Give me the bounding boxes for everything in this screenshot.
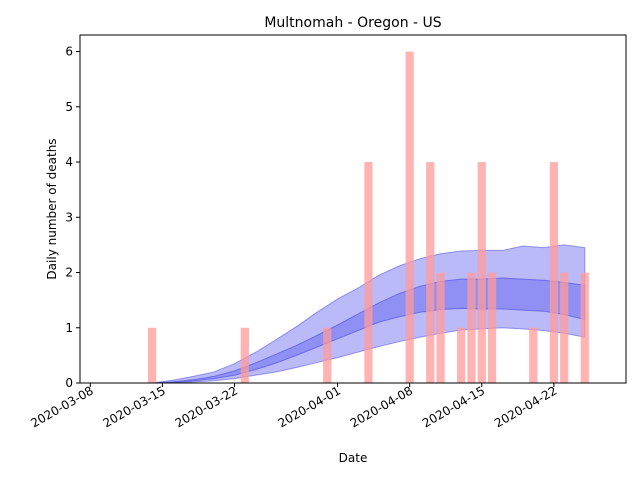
y-axis-ticks: 0 1 2 3 4 5 6 bbox=[65, 45, 80, 390]
x-tick-label: 2020-04-22 bbox=[492, 383, 559, 430]
death-bar bbox=[467, 272, 476, 383]
death-bar bbox=[426, 162, 435, 383]
y-tick-label: 4 bbox=[65, 155, 73, 169]
y-tick-label: 6 bbox=[65, 45, 73, 59]
death-bar bbox=[457, 327, 466, 383]
x-tick-label: 2020-03-22 bbox=[173, 383, 240, 430]
x-axis-label: Date bbox=[339, 451, 368, 465]
death-bar bbox=[323, 327, 332, 383]
death-bar bbox=[529, 327, 538, 383]
death-bar bbox=[147, 327, 157, 383]
death-bar bbox=[436, 272, 445, 383]
plot-frame bbox=[79, 34, 627, 384]
x-axis-ticks: 2020-03-08 2020-03-15 2020-03-22 2020-04-01… bbox=[28, 383, 559, 430]
y-tick-label: 3 bbox=[65, 210, 73, 224]
x-tick-label: 2020-03-15 bbox=[101, 383, 168, 430]
daily-deaths-bars bbox=[147, 51, 589, 383]
x-tick-label: 2020-04-15 bbox=[420, 383, 487, 430]
death-bar bbox=[405, 51, 414, 383]
death-bar bbox=[549, 162, 559, 383]
y-tick-label: 1 bbox=[65, 321, 73, 335]
y-axis-label: Daily number of deaths bbox=[45, 138, 59, 279]
x-tick-label: 2020-04-08 bbox=[348, 383, 415, 430]
y-tick-label: 0 bbox=[65, 376, 73, 390]
y-tick-label: 2 bbox=[65, 266, 73, 280]
death-bar bbox=[240, 327, 249, 383]
x-tick-label: 2020-03-08 bbox=[28, 383, 95, 430]
death-bar bbox=[477, 162, 486, 383]
death-bar bbox=[580, 272, 589, 383]
death-bar bbox=[560, 272, 569, 383]
death-bar bbox=[364, 162, 373, 383]
y-tick-label: 5 bbox=[65, 100, 73, 114]
x-tick-label: 2020-04-01 bbox=[276, 383, 343, 430]
death-bar bbox=[487, 272, 497, 383]
chart-title: Multnomah - Oregon - US bbox=[264, 15, 441, 31]
